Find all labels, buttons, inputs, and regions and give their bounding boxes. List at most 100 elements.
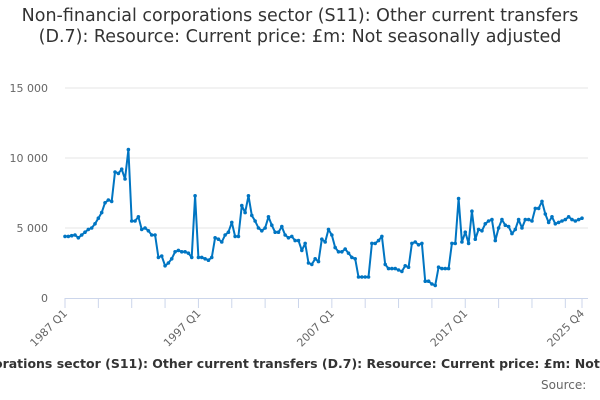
data-point	[86, 227, 91, 232]
data-point	[550, 215, 554, 219]
data-point	[273, 230, 277, 234]
data-point	[249, 213, 254, 218]
x-tick-label: 1997 Q1	[161, 307, 204, 350]
data-point	[430, 282, 434, 286]
data-point	[540, 199, 544, 204]
data-point	[356, 275, 361, 279]
data-point	[510, 231, 514, 236]
y-tick-label: 15 000	[10, 82, 49, 95]
data-point	[346, 251, 351, 255]
data-point	[383, 262, 388, 267]
data-point	[400, 269, 404, 274]
data-point	[109, 199, 114, 204]
data-point	[256, 226, 261, 230]
data-point	[96, 216, 101, 220]
series-line	[65, 148, 583, 287]
data-point	[63, 234, 67, 239]
data-point	[73, 233, 77, 237]
data-point	[270, 223, 274, 227]
data-point	[303, 241, 307, 246]
data-point	[570, 217, 574, 222]
data-point	[543, 212, 548, 216]
data-point	[533, 206, 538, 211]
data-point	[266, 215, 271, 219]
data-point	[353, 257, 357, 261]
chart-caption: orations sector (S11): Other current tra…	[0, 356, 600, 371]
data-point	[566, 215, 571, 219]
data-point	[453, 241, 458, 246]
data-point	[183, 250, 187, 254]
data-point	[493, 238, 498, 243]
data-point	[506, 224, 511, 229]
data-point	[126, 147, 131, 152]
data-point	[323, 240, 327, 244]
data-point	[466, 241, 471, 246]
data-point	[526, 217, 531, 222]
data-point	[103, 201, 107, 205]
data-point	[390, 266, 394, 271]
data-point	[393, 266, 398, 271]
data-point	[156, 255, 161, 260]
data-point	[446, 266, 451, 271]
data-point	[433, 283, 438, 288]
data-point	[166, 261, 171, 265]
data-point	[486, 219, 491, 223]
data-point	[259, 229, 264, 233]
data-point	[386, 266, 391, 271]
data-point	[216, 237, 221, 241]
data-point	[246, 194, 251, 198]
data-point	[280, 224, 284, 229]
data-point	[293, 238, 297, 243]
x-tick-label: 2025 Q4	[545, 307, 588, 350]
data-point	[169, 257, 174, 261]
data-point	[229, 220, 234, 225]
data-point	[66, 234, 71, 239]
data-point	[410, 241, 414, 246]
data-point	[243, 210, 247, 215]
x-tick-label: 1987 Q1	[28, 307, 71, 350]
data-point	[363, 275, 367, 279]
y-tick-label: 0	[41, 292, 48, 305]
data-point	[236, 234, 241, 239]
data-point	[536, 206, 541, 211]
data-point	[116, 171, 121, 176]
x-tick-label: 2017 Q1	[428, 307, 471, 350]
data-point	[460, 240, 464, 244]
data-point	[76, 236, 81, 240]
data-point	[199, 255, 204, 260]
data-point	[79, 233, 84, 237]
data-point	[440, 266, 444, 271]
data-point	[513, 227, 518, 232]
data-point	[189, 255, 194, 260]
data-point	[159, 254, 164, 258]
data-point	[480, 229, 484, 233]
data-point	[396, 268, 401, 272]
data-point	[573, 219, 578, 223]
data-point	[89, 226, 94, 230]
data-point	[470, 209, 474, 213]
data-point	[443, 266, 448, 271]
data-point	[176, 248, 181, 253]
data-point	[473, 237, 478, 241]
data-point	[209, 255, 214, 260]
data-point	[186, 251, 191, 255]
data-point	[340, 250, 344, 254]
data-point	[546, 220, 551, 225]
data-point	[193, 194, 197, 198]
data-point	[370, 241, 374, 246]
data-point	[129, 219, 134, 223]
data-point	[580, 216, 584, 220]
data-point	[83, 230, 87, 234]
data-point	[296, 238, 301, 243]
data-point	[463, 230, 468, 234]
data-point	[179, 250, 184, 254]
data-point	[490, 217, 494, 222]
data-point	[520, 226, 524, 230]
data-point	[336, 250, 341, 254]
data-point	[93, 222, 97, 226]
data-point	[450, 241, 454, 246]
data-point	[219, 240, 224, 244]
data-point	[133, 219, 137, 223]
data-point	[553, 222, 558, 226]
